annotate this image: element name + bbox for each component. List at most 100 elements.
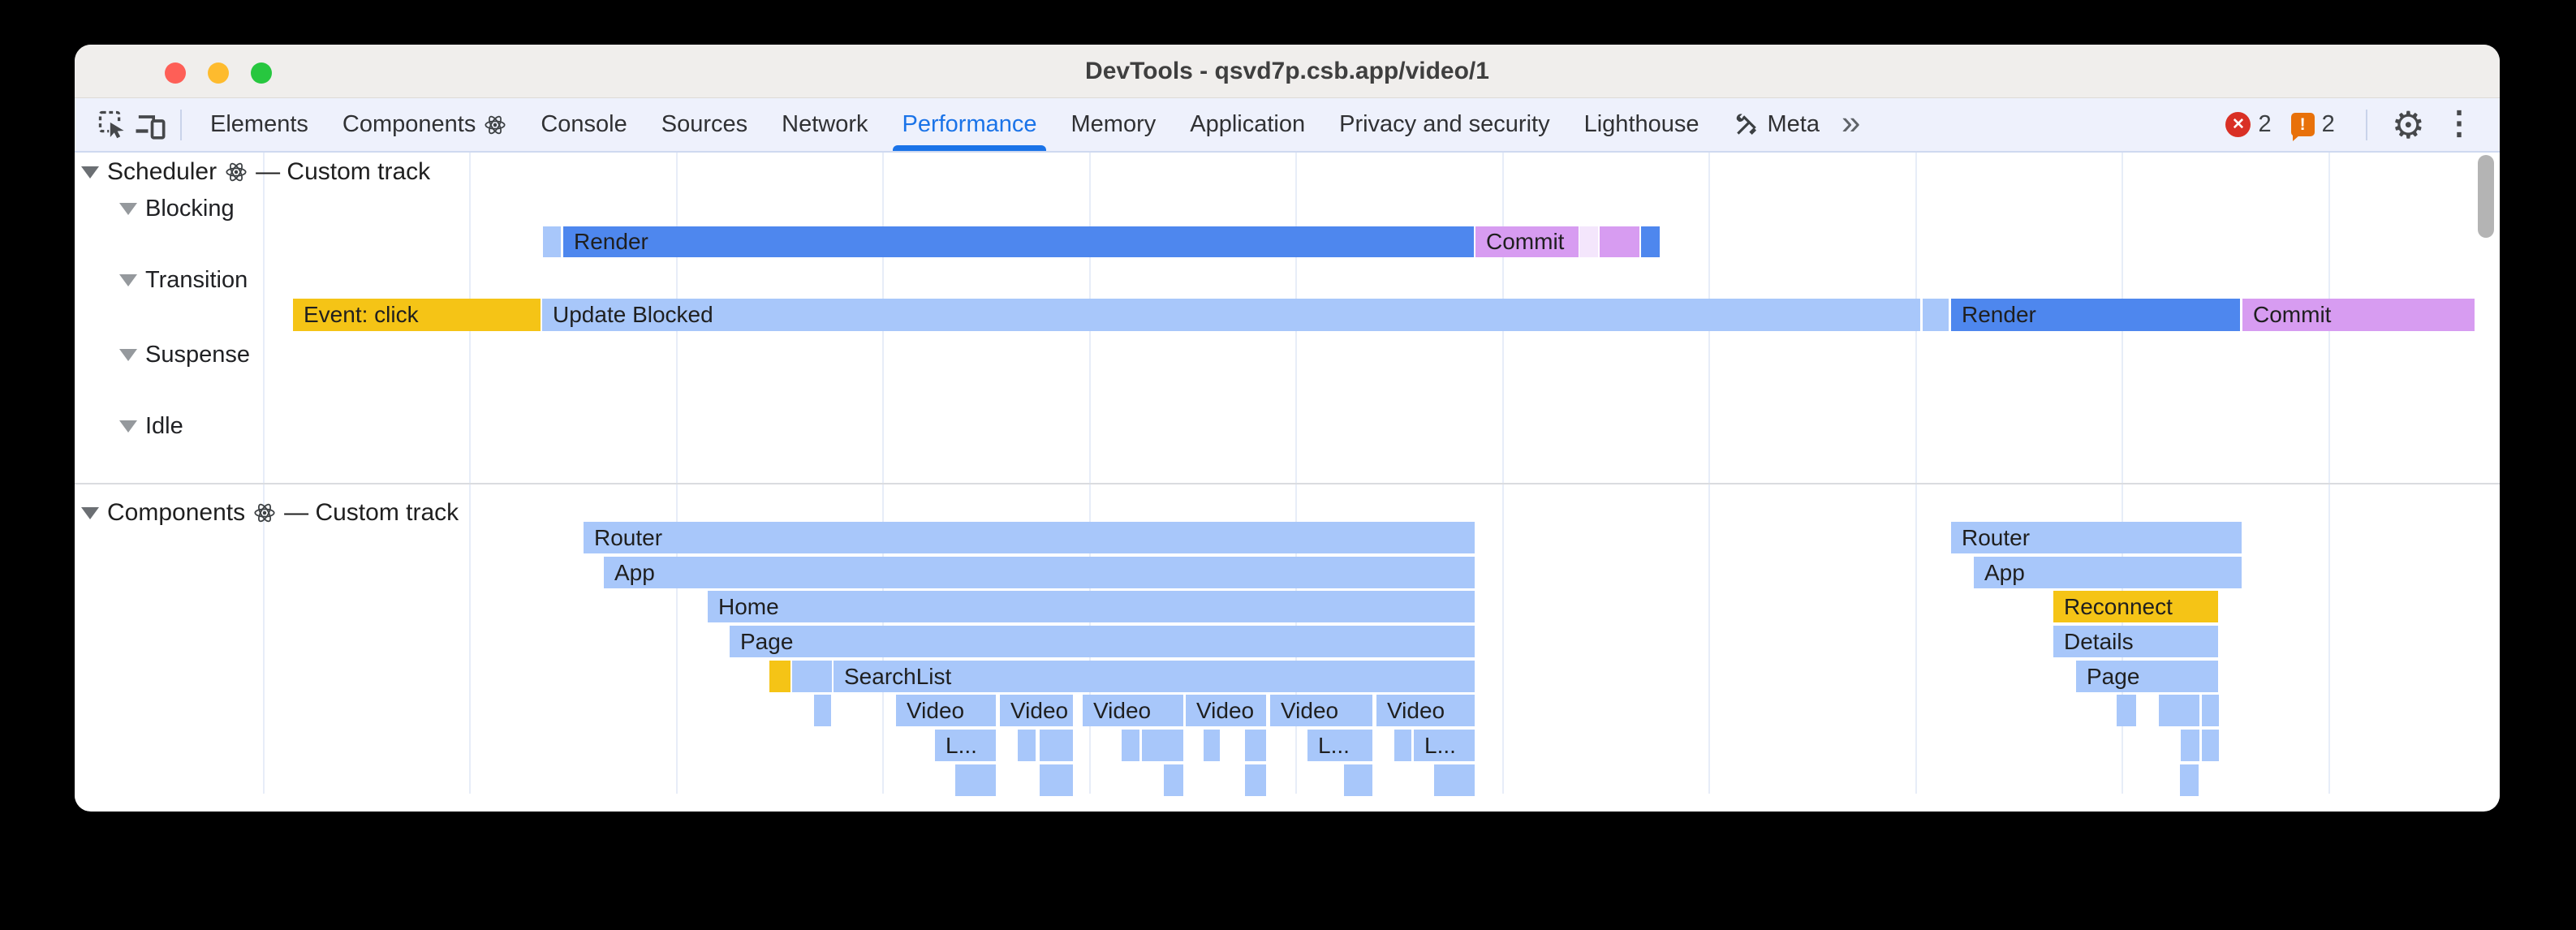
flame-bar[interactable] (814, 695, 831, 726)
close-window-button[interactable] (165, 62, 186, 84)
flame-bar[interactable] (1122, 730, 1139, 761)
flame-bar-page[interactable]: Page (2076, 661, 2218, 692)
tools-icon (1736, 113, 1756, 135)
flame-bar[interactable] (2159, 695, 2199, 726)
flame-bar[interactable] (1923, 299, 1949, 331)
flame-bar[interactable] (1040, 764, 1073, 796)
lane-idle[interactable]: Idle (119, 411, 183, 441)
scheduler-track-header[interactable]: Scheduler — Custom track (81, 158, 430, 186)
console-errors-badge[interactable]: ✕ 2 (2225, 111, 2272, 138)
flame-bar-commit[interactable]: Commit (1475, 226, 1579, 257)
components-track-header[interactable]: Components — Custom track (81, 499, 459, 527)
flame-bar-details[interactable]: Details (2053, 626, 2218, 657)
settings-gear-icon[interactable]: ⚙ (2391, 103, 2425, 146)
react-atom-icon (226, 162, 247, 182)
inspect-element-icon[interactable] (94, 106, 131, 144)
flame-bar[interactable] (1394, 730, 1411, 761)
flame-bar-video[interactable]: Video (1376, 695, 1475, 726)
tab-network[interactable]: Network (765, 98, 885, 151)
tab-sources[interactable]: Sources (644, 98, 765, 151)
lane-transition[interactable]: Transition (119, 265, 248, 295)
tab-lighthouse[interactable]: Lighthouse (1567, 98, 1717, 151)
tab-memory[interactable]: Memory (1054, 98, 1174, 151)
flame-bar[interactable] (2180, 764, 2199, 796)
performance-flame-chart[interactable]: Scheduler — Custom track Blocking Transit… (75, 153, 2500, 811)
flame-bar[interactable] (1600, 226, 1639, 257)
flame-bar-router[interactable]: Router (1951, 522, 2242, 553)
device-toolbar-icon[interactable] (131, 106, 169, 144)
tab-console[interactable]: Console (523, 98, 644, 151)
tab-privacy-and-security[interactable]: Privacy and security (1322, 98, 1567, 151)
error-count: 2 (2258, 111, 2272, 137)
flame-bar-video[interactable]: Video (896, 695, 996, 726)
flame-bar[interactable] (2181, 730, 2199, 761)
flame-bar-router[interactable]: Router (584, 522, 1475, 553)
collapse-triangle-icon[interactable] (119, 202, 137, 215)
flame-bar[interactable] (2202, 730, 2219, 761)
flame-bar-video[interactable]: Video (1186, 695, 1266, 726)
flame-bar[interactable] (955, 764, 996, 796)
collapse-triangle-icon[interactable] (81, 166, 99, 179)
lane-label: Transition (145, 266, 248, 293)
flame-bar-app[interactable]: App (604, 557, 1475, 588)
flame-bar[interactable] (1142, 730, 1183, 761)
flame-bar-home[interactable]: Home (708, 591, 1475, 622)
flame-bar[interactable] (1344, 764, 1372, 796)
zoom-window-button[interactable] (251, 62, 272, 84)
collapse-triangle-icon[interactable] (119, 420, 137, 433)
flame-bar[interactable] (543, 226, 561, 257)
grid-line (882, 153, 884, 794)
tab-label: Elements (210, 111, 308, 137)
flame-bar-commit[interactable]: Commit (2242, 299, 2475, 331)
tab-components[interactable]: Components (325, 98, 523, 151)
tab-meta[interactable]: Meta (1717, 98, 1837, 151)
flame-bar-l[interactable]: L... (1414, 730, 1475, 761)
toolbar-separator (180, 109, 182, 140)
flame-bar[interactable] (792, 661, 832, 692)
flame-bar-page[interactable]: Page (730, 626, 1475, 657)
tab-label: Sources (661, 111, 748, 137)
flame-bar-event-click[interactable]: Event: click (293, 299, 541, 331)
flame-bar[interactable] (1204, 730, 1220, 761)
minimize-window-button[interactable] (208, 62, 229, 84)
flame-bar[interactable] (1579, 226, 1598, 257)
flame-bar-render[interactable]: Render (1951, 299, 2240, 331)
flame-bar-reconnect[interactable]: Reconnect (2053, 591, 2218, 622)
flame-bar[interactable] (769, 661, 790, 692)
flame-bar-l[interactable]: L... (1307, 730, 1372, 761)
flame-bar[interactable] (1040, 730, 1073, 761)
flame-bar-searchlist[interactable]: SearchList (834, 661, 1475, 692)
more-tabs-icon[interactable]: » (1842, 102, 1861, 141)
collapse-triangle-icon[interactable] (119, 348, 137, 361)
tab-label: Console (541, 111, 627, 137)
lane-suspense[interactable]: Suspense (119, 340, 250, 369)
flame-bar[interactable] (1245, 764, 1266, 796)
console-warnings-badge[interactable]: ! 2 (2290, 111, 2335, 141)
flame-bar[interactable] (1641, 226, 1660, 257)
flame-bar-video[interactable]: Video (1000, 695, 1073, 726)
tab-performance[interactable]: Performance (885, 98, 1053, 151)
flame-bar-update-blocked[interactable]: Update Blocked (542, 299, 1920, 331)
devtools-toolbar: Elements Components Console Sources Network P… (75, 98, 2500, 153)
kebab-menu-icon[interactable]: ⋮ (2443, 105, 2475, 141)
flame-bar-video[interactable]: Video (1270, 695, 1372, 726)
flame-bar[interactable] (2202, 695, 2219, 726)
grid-line (469, 153, 471, 794)
flame-bar[interactable] (1164, 764, 1183, 796)
flame-bar[interactable] (2117, 695, 2136, 726)
flame-bar-video[interactable]: Video (1083, 695, 1183, 726)
tab-application[interactable]: Application (1173, 98, 1322, 151)
tab-elements[interactable]: Elements (193, 98, 325, 151)
collapse-triangle-icon[interactable] (119, 273, 137, 286)
collapse-triangle-icon[interactable] (81, 506, 99, 519)
lane-label: Suspense (145, 341, 250, 368)
lane-blocking[interactable]: Blocking (119, 194, 235, 223)
flame-bar-app[interactable]: App (1974, 557, 2242, 588)
flame-bar-render[interactable]: Render (563, 226, 1474, 257)
flame-bar[interactable] (1434, 764, 1475, 796)
flame-bar[interactable] (1018, 730, 1036, 761)
toolbar-separator (2365, 109, 2367, 140)
vertical-scrollbar-thumb[interactable] (2478, 155, 2494, 238)
flame-bar[interactable] (1245, 730, 1266, 761)
flame-bar-l[interactable]: L... (935, 730, 996, 761)
